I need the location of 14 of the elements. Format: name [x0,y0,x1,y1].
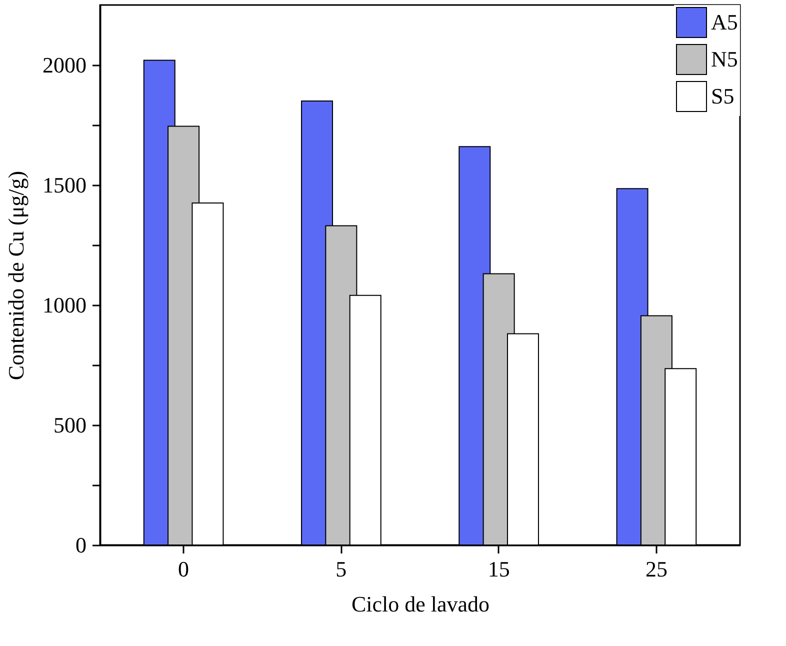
y-tick-label: 2000 [42,52,86,78]
x-tick-label: 5 [336,556,347,582]
y-axis-title: Contenido de Cu (μg/g) [4,170,28,380]
x-tick-label: 0 [178,556,190,582]
legend-label: S5 [711,84,734,108]
y-tick-label: 1500 [42,172,86,198]
y-tick-label: 1000 [42,292,86,318]
y-tick-label: 500 [54,412,86,438]
y-tick-label: 0 [76,532,86,558]
x-axis-title: Ciclo de lavado [351,592,490,616]
x-tick-label: 15 [488,556,510,582]
x-tick-label: 25 [645,556,668,582]
legend-label: N5 [711,46,738,72]
legend-label: A5 [711,10,738,34]
